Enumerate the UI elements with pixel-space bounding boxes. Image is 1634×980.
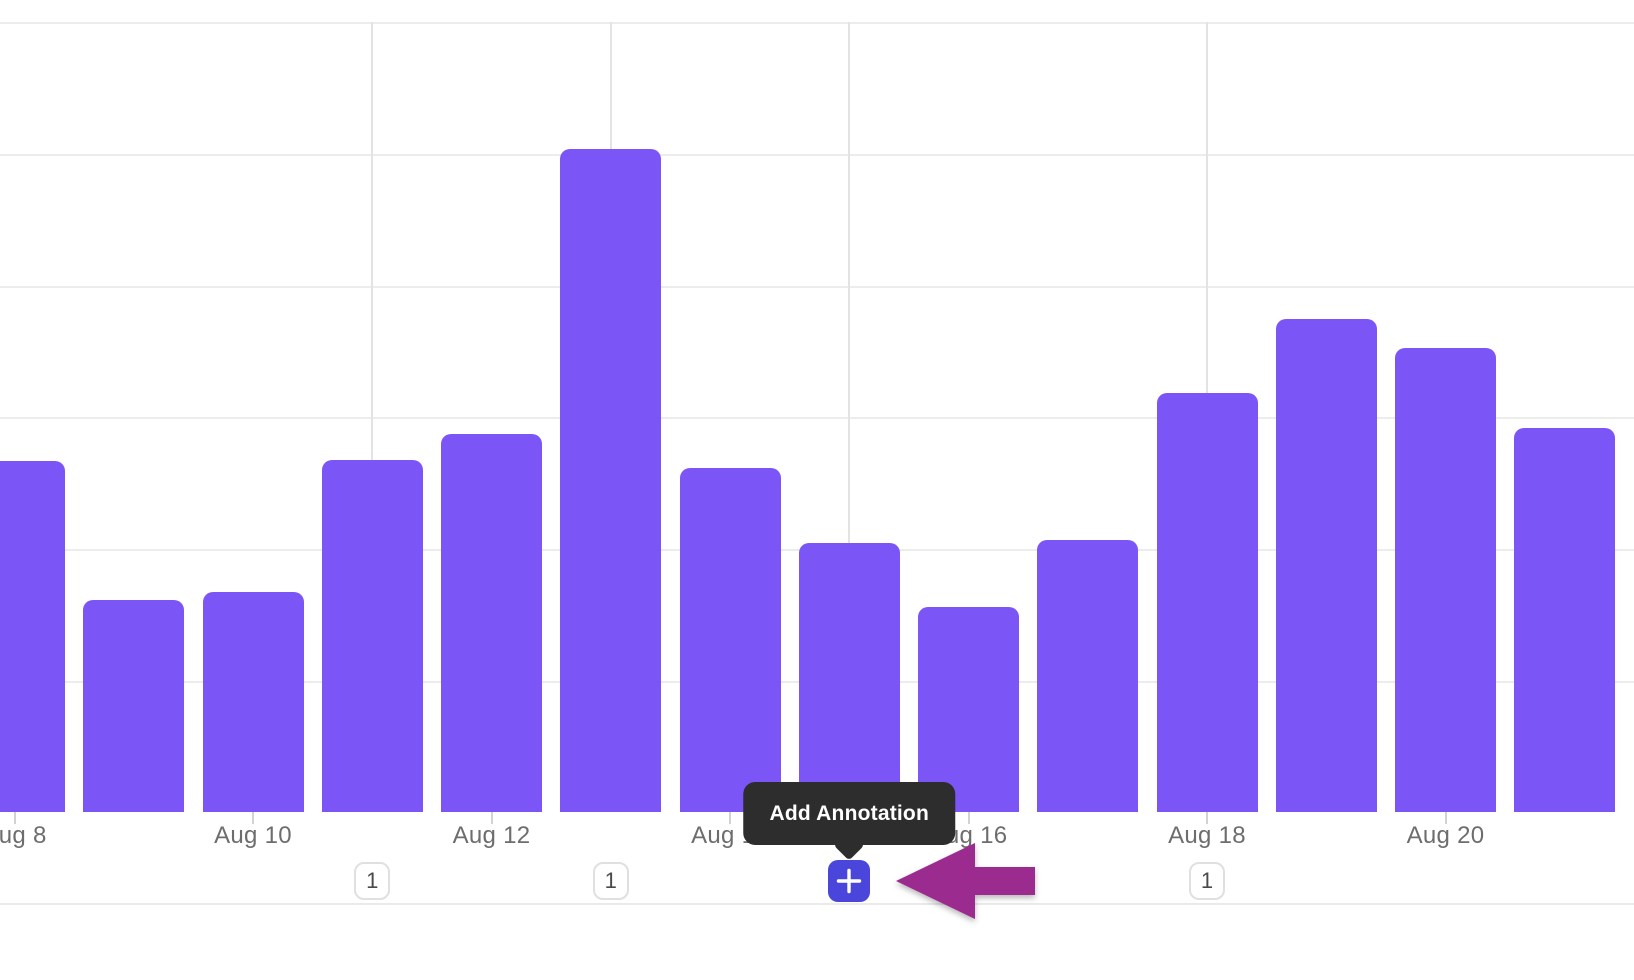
bar-aug-12[interactable]	[441, 434, 542, 812]
add-annotation-tooltip: Add Annotation	[743, 782, 955, 845]
bar-aug-20[interactable]	[1395, 348, 1496, 812]
plus-icon	[837, 868, 862, 894]
bar-aug-10[interactable]	[202, 592, 304, 812]
bar-aug-21[interactable]	[1514, 428, 1616, 812]
bar-aug-18[interactable]	[1156, 393, 1258, 812]
bar-aug-19[interactable]	[1275, 319, 1377, 812]
annotation-date-line	[609, 22, 612, 149]
annotation-badge-aug-13[interactable]: 1	[592, 862, 629, 900]
annotation-badge-aug-11[interactable]: 1	[354, 862, 391, 900]
x-axis-tick	[13, 812, 16, 824]
x-axis-tick	[252, 812, 254, 824]
x-axis-label: Aug 20	[1406, 822, 1485, 849]
x-axis-label: Aug 12	[452, 822, 531, 849]
annotation-date-line	[848, 22, 851, 543]
x-axis-label: Aug 10	[214, 822, 292, 849]
x-axis-tick	[967, 812, 970, 824]
x-axis-label: Aug 18	[1168, 822, 1246, 849]
bar-aug-14[interactable]	[679, 468, 781, 812]
gridline	[0, 154, 1634, 156]
annotation-badge-aug-18[interactable]: 1	[1189, 862, 1225, 900]
x-axis-label: Aug 8	[0, 822, 47, 849]
gridline	[0, 286, 1634, 288]
gridline	[0, 417, 1634, 419]
bar-aug-15[interactable]	[798, 543, 900, 812]
bar-aug-13[interactable]	[560, 149, 662, 812]
annotation-date-line	[1206, 22, 1208, 393]
gridline	[0, 22, 1634, 24]
section-divider	[0, 903, 1634, 905]
x-axis-tick	[1444, 812, 1447, 824]
x-axis-tick	[729, 812, 731, 824]
annotation-date-line	[371, 22, 374, 460]
bar-aug-11[interactable]	[321, 460, 423, 812]
bar-aug-9[interactable]	[83, 600, 185, 812]
bar-aug-17[interactable]	[1037, 540, 1139, 812]
bar-aug-8[interactable]	[0, 461, 65, 812]
x-axis-tick	[1206, 812, 1208, 824]
bar-aug-16[interactable]	[918, 607, 1019, 812]
add-annotation-button[interactable]	[828, 860, 871, 902]
pointer-arrow-icon	[896, 843, 1035, 919]
x-axis-tick	[490, 812, 493, 824]
